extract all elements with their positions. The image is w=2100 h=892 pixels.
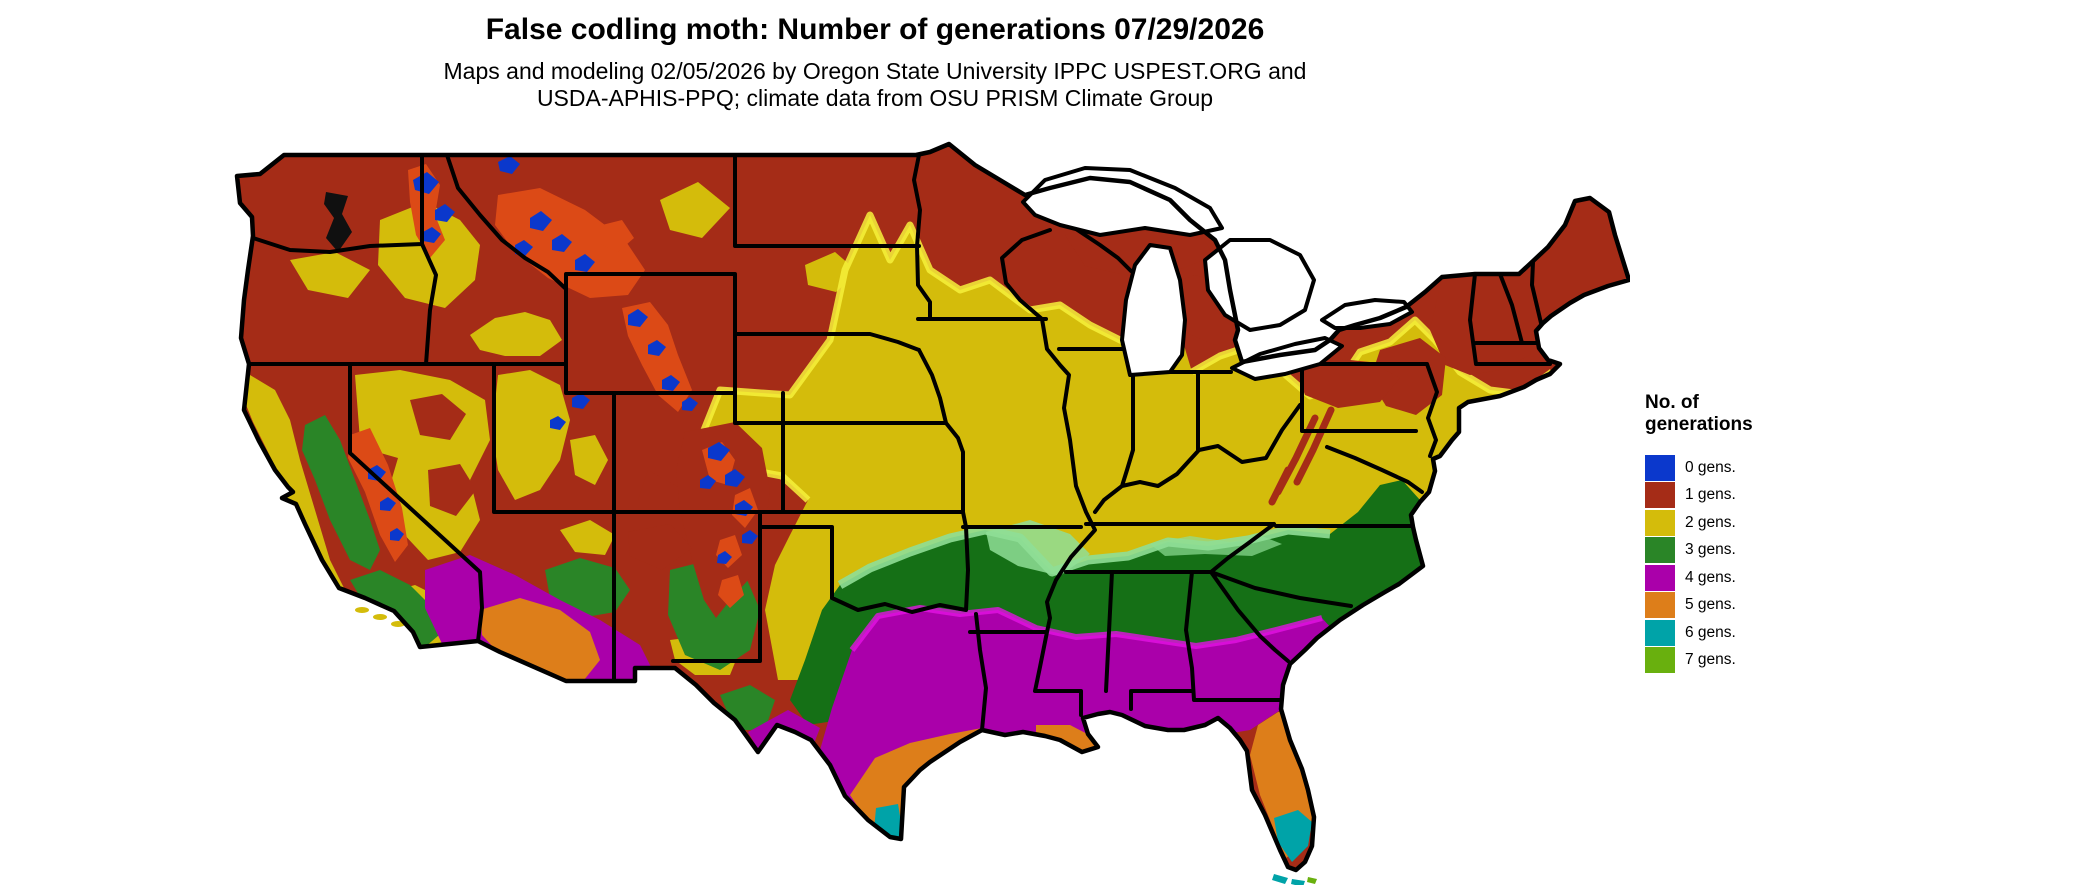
lake-superior — [1021, 166, 1224, 237]
legend-label-5-gens: 5 gens. — [1685, 596, 1736, 614]
subtitle-line-1: Maps and modeling 02/05/2026 by Oregon S… — [443, 58, 1307, 84]
subtitle-line-2: USDA-APHIS-PPQ; climate data from OSU PR… — [536, 85, 1214, 111]
legend-label-3-gens: 3 gens. — [1685, 541, 1736, 559]
transition-2-3-ozarks — [986, 520, 1090, 576]
legend-swatch-6-gens — [1645, 619, 1675, 646]
legend-label-0-gens: 0 gens. — [1685, 458, 1736, 476]
legend-title-line-1: No. of — [1645, 392, 1699, 413]
legend-label-6-gens: 6 gens. — [1685, 623, 1736, 641]
legend-swatch-5-gens — [1645, 592, 1675, 619]
map-fill-layers — [237, 144, 1629, 870]
legend-row-2-gens: 2 gens. — [1645, 509, 1865, 537]
legend-swatch-2-gens — [1645, 509, 1675, 536]
us-map-svg — [230, 140, 1630, 887]
legend-title-line-2: generations — [1645, 414, 1753, 435]
map-header: False codling moth: Number of generation… — [0, 12, 1750, 112]
legend-swatch-0-gens — [1645, 454, 1675, 481]
legend-row-4-gens: 4 gens. — [1645, 564, 1865, 592]
legend-row-5-gens: 5 gens. — [1645, 592, 1865, 620]
legend-row-3-gens: 3 gens. — [1645, 537, 1865, 565]
puget-sound — [324, 192, 352, 252]
legend-label-4-gens: 4 gens. — [1685, 568, 1736, 586]
legend: No. of generations 0 gens. 1 gens. 2 gens.… — [1645, 392, 1865, 674]
state-borders — [247, 153, 1552, 732]
legend-row-6-gens: 6 gens. — [1645, 619, 1865, 647]
legend-swatch-7-gens — [1645, 647, 1675, 674]
great-lakes — [1021, 166, 1414, 381]
legend-label-7-gens: 7 gens. — [1685, 651, 1736, 669]
legend-label-1-gens: 1 gens. — [1685, 486, 1736, 504]
legend-swatch-1-gens — [1645, 482, 1675, 509]
legend-items: 0 gens. 1 gens. 2 gens. 3 gens. 4 gens. 5 gen… — [1645, 454, 1865, 674]
zone-0-gens — [368, 156, 758, 564]
legend-row-0-gens: 0 gens. — [1645, 454, 1865, 482]
offshore-islands — [355, 607, 1317, 887]
map-subtitle: Maps and modeling 02/05/2026 by Oregon S… — [0, 58, 1750, 112]
legend-swatch-3-gens — [1645, 537, 1675, 564]
legend-swatch-4-gens — [1645, 564, 1675, 591]
lake-michigan — [1120, 243, 1187, 377]
legend-title: No. of generations — [1645, 392, 1865, 436]
legend-row-1-gens: 1 gens. — [1645, 482, 1865, 510]
legend-row-7-gens: 7 gens. — [1645, 647, 1865, 675]
us-generations-map — [230, 140, 1630, 887]
legend-label-2-gens: 2 gens. — [1685, 513, 1736, 531]
page-title: False codling moth: Number of generation… — [485, 13, 1265, 46]
